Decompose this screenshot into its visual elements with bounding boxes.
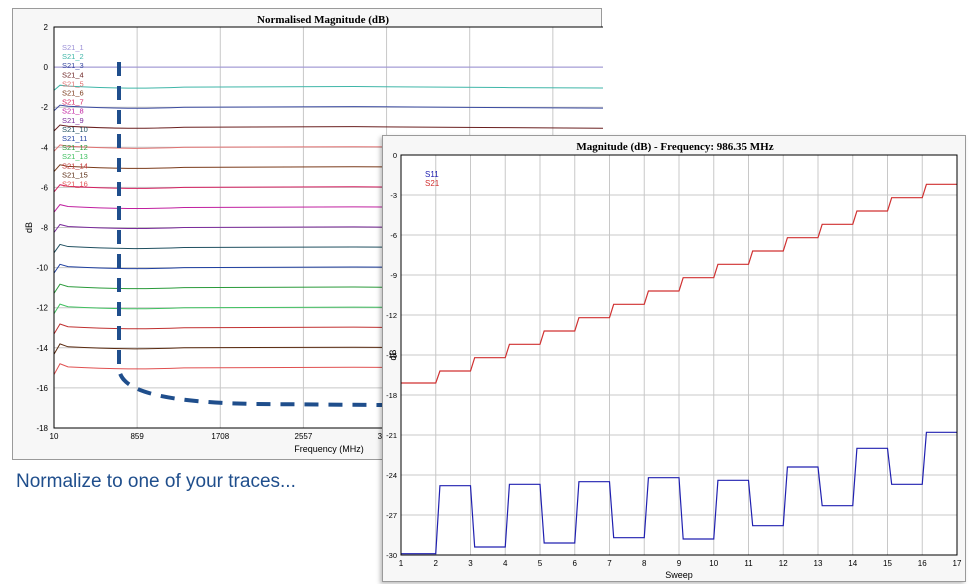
chart-title: Normalised Magnitude (dB) — [257, 14, 389, 26]
y-tick-label: -4 — [41, 143, 49, 152]
x-tick-label: 7 — [607, 559, 612, 568]
y-tick-label: -6 — [41, 183, 49, 192]
x-tick-label: 16 — [918, 559, 927, 568]
series-line-s21 — [401, 183, 957, 384]
x-tick-label: 5 — [538, 559, 543, 568]
y-tick-label: -18 — [36, 424, 48, 433]
y-tick-label: -12 — [386, 311, 397, 320]
y-tick-label: -3 — [390, 191, 397, 200]
y-tick-label: -16 — [36, 384, 48, 393]
legend-entry: S21_11 — [62, 134, 87, 143]
y-tick-label: -9 — [390, 271, 397, 280]
y-tick-label: -8 — [41, 224, 49, 233]
y-tick-label: -14 — [36, 344, 48, 353]
x-tick-label: 8 — [642, 559, 647, 568]
x-tick-label: 9 — [677, 559, 682, 568]
y-tick-label: -10 — [36, 264, 48, 273]
y-tick-label: -15 — [386, 351, 397, 360]
y-tick-label: 0 — [393, 151, 397, 160]
chart-title: Magnitude (dB) - Frequency: 986.35 MHz — [576, 141, 773, 153]
y-tick-label: -12 — [36, 304, 48, 313]
legend-entry: S21_3 — [62, 61, 84, 70]
x-tick-label: 1708 — [211, 432, 229, 441]
y-axis-label: dB — [388, 349, 398, 360]
caption-text: Normalize to one of your traces... — [16, 471, 296, 492]
x-axis-label: Sweep — [665, 570, 693, 580]
legend-entry: S21_14 — [62, 161, 88, 170]
legend-entry: S11 — [425, 170, 439, 179]
y-tick-label: 2 — [44, 23, 49, 32]
legend-entry: S21_6 — [62, 89, 84, 98]
x-tick-label: 15 — [883, 559, 892, 568]
x-axis-label: Frequency (MHz) — [294, 444, 364, 454]
x-tick-label: 1 — [399, 559, 404, 568]
y-tick-label: -24 — [386, 471, 397, 480]
plot-border — [53, 26, 603, 429]
legend-entry: S21_9 — [62, 116, 84, 125]
legend-entry: S21_12 — [62, 143, 88, 152]
x-tick-label: 12 — [779, 559, 788, 568]
legend-entry: S21_7 — [62, 98, 84, 107]
legend-entry: S21_16 — [62, 180, 88, 189]
y-tick-label: -30 — [386, 551, 397, 560]
legend-entry: S21_2 — [62, 52, 84, 61]
y-tick-label: 0 — [44, 63, 49, 72]
magnitude-sweep-panel: Magnitude (dB) - Frequency: 986.35 MHz 1 2… — [382, 135, 966, 582]
x-tick-label: 859 — [130, 432, 144, 441]
x-tick-label: 6 — [573, 559, 578, 568]
x-tick-label: 10 — [50, 432, 59, 441]
x-tick-label: 10 — [709, 559, 718, 568]
legend-entry: S21_1 — [62, 43, 84, 52]
y-tick-label: -21 — [386, 431, 397, 440]
x-tick-label: 2557 — [295, 432, 313, 441]
legend-entry: S21_15 — [62, 170, 88, 179]
y-tick-label: -18 — [386, 391, 397, 400]
x-tick-label: 4 — [503, 559, 508, 568]
x-tick-label: 13 — [814, 559, 823, 568]
x-tick-label: 2 — [434, 559, 439, 568]
legend-entry: S21_10 — [62, 125, 88, 134]
y-tick-label: -6 — [390, 231, 397, 240]
legend-entry: S21_13 — [62, 152, 88, 161]
series-line-s11 — [401, 431, 957, 555]
legend-entry: S21_8 — [62, 107, 84, 116]
y-tick-label: -27 — [386, 511, 397, 520]
legend-entry: S21_5 — [62, 79, 84, 88]
plot-border — [400, 154, 958, 556]
x-tick-label: 11 — [744, 559, 753, 568]
x-tick-label: 14 — [848, 559, 857, 568]
x-tick-label: 3 — [468, 559, 473, 568]
y-tick-label: -2 — [41, 103, 49, 112]
legend-entry: S21_4 — [62, 70, 84, 79]
x-tick-label: 17 — [953, 559, 962, 568]
y-axis-label: dB — [24, 222, 34, 233]
legend-entry: S21 — [425, 179, 440, 188]
